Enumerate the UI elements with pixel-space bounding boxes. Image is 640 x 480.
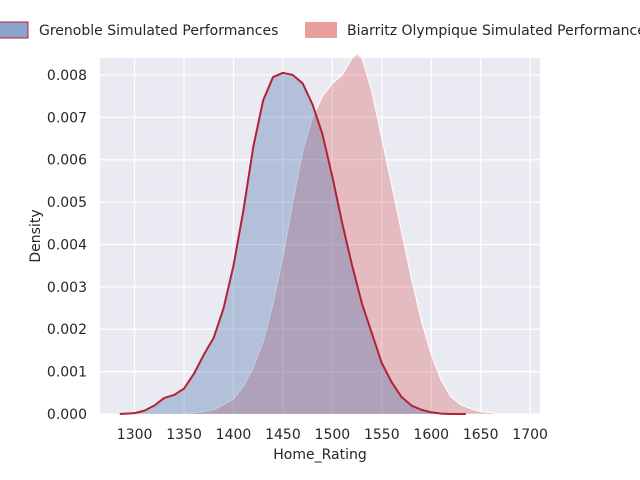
x-tick-label: 1550	[364, 427, 400, 443]
legend-swatch-grenoble	[0, 21, 29, 39]
y-tick-label: 0.007	[47, 110, 87, 126]
x-tick-label: 1300	[117, 427, 153, 443]
y-tick-label: 0.005	[47, 195, 87, 211]
legend-entry-grenoble: Grenoble Simulated Performances	[0, 21, 278, 39]
y-tick-label: 0.000	[47, 407, 87, 423]
density-area-fill	[179, 53, 521, 414]
y-tick-labels: 0.000 0.001 0.002 0.003 0.004 0.005 0.006 0.007…	[47, 68, 87, 423]
x-tick-label: 1450	[265, 427, 301, 443]
y-axis-label: Density	[28, 209, 44, 262]
x-gridlines	[134, 58, 531, 414]
x-tick-label: 1700	[512, 427, 548, 443]
legend-swatch-biarritz	[305, 22, 337, 38]
x-axis-label: Home_Rating	[273, 447, 366, 463]
density-curve	[179, 53, 521, 415]
x-tick-label: 1650	[463, 427, 499, 443]
legend-label-biarritz: Biarritz Olympique Simulated Performance…	[347, 23, 640, 39]
y-tick-label: 0.004	[47, 237, 87, 253]
density-area-fill	[119, 72, 466, 414]
y-tick-label: 0.001	[47, 365, 87, 381]
y-gridlines	[100, 74, 540, 415]
x-tick-labels: 1300 1350 1400 1450 1500 1550 1600 1650 1700	[117, 427, 548, 443]
y-tick-label: 0.002	[47, 322, 87, 338]
y-tick-label: 0.006	[47, 153, 87, 169]
x-tick-label: 1400	[216, 427, 252, 443]
x-tick-label: 1600	[413, 427, 449, 443]
y-tick-label: 0.008	[47, 68, 87, 84]
legend-label-grenoble: Grenoble Simulated Performances	[39, 23, 278, 39]
density-curve	[119, 71, 466, 415]
legend: Grenoble Simulated Performances Biarritz…	[0, 21, 640, 39]
y-tick-label: 0.003	[47, 280, 87, 296]
x-tick-label: 1350	[166, 427, 202, 443]
x-tick-label: 1500	[315, 427, 351, 443]
density-areas	[119, 53, 521, 415]
legend-entry-biarritz: Biarritz Olympique Simulated Performance…	[305, 22, 640, 39]
